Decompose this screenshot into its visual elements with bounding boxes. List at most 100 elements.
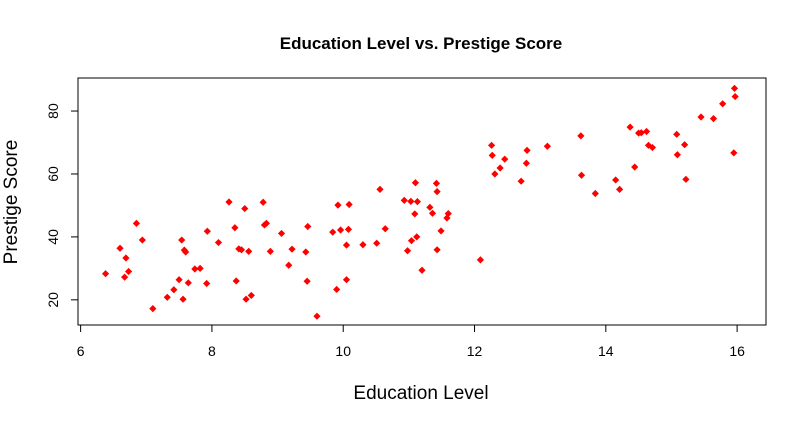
data-point (403, 247, 412, 255)
data-point (522, 159, 530, 167)
x-tick-label: 14 (598, 343, 614, 359)
data-point (648, 143, 657, 152)
data-point (407, 237, 416, 245)
data-point (237, 246, 246, 254)
data-point (443, 214, 451, 222)
data-point (577, 171, 586, 179)
data-point (731, 92, 739, 101)
data-point (682, 175, 690, 183)
data-point (487, 141, 496, 149)
y-axis-label: Prestige Score (1, 140, 22, 265)
data-point (433, 187, 441, 196)
data-point (138, 236, 146, 244)
data-point (709, 114, 718, 123)
y-tick-label: 20 (45, 292, 61, 308)
data-point (488, 151, 496, 160)
data-point (612, 176, 620, 184)
data-point (631, 163, 639, 171)
data-point (170, 286, 178, 294)
x-axis: 6 8 10 12 14 16 (77, 324, 745, 359)
data-point (241, 204, 249, 213)
data-point (288, 245, 296, 253)
data-point (175, 276, 183, 284)
data-point (336, 226, 345, 234)
y-tick-label: 80 (45, 103, 61, 119)
data-point (577, 132, 585, 140)
data-point (132, 219, 141, 227)
data-point (680, 141, 689, 149)
data-point (231, 224, 239, 232)
data-point (407, 197, 415, 205)
data-point (517, 177, 525, 185)
data-point (616, 185, 624, 193)
data-point (191, 265, 199, 273)
data-point (376, 185, 384, 193)
data-point (428, 209, 437, 217)
data-point (242, 295, 250, 303)
y-tick-label: 60 (45, 166, 61, 182)
data-point (203, 279, 211, 288)
data-point (344, 225, 353, 233)
y-tick-label: 40 (45, 229, 61, 245)
data-point (247, 291, 255, 300)
data-point (245, 247, 253, 255)
data-point (697, 113, 705, 121)
data-point (259, 198, 267, 206)
data-point (413, 233, 421, 241)
data-point (644, 141, 653, 149)
plot-frame (77, 77, 767, 326)
data-point (184, 279, 192, 287)
data-point (116, 244, 124, 252)
data-point (178, 236, 186, 244)
data-point (303, 277, 311, 285)
data-point (411, 210, 419, 218)
data-point (491, 170, 499, 178)
data-point (262, 219, 271, 227)
data-point (333, 285, 341, 294)
data-point (642, 127, 651, 136)
data-point (163, 293, 171, 301)
data-point (214, 238, 223, 247)
data-point (232, 277, 240, 285)
data-point (381, 225, 389, 233)
data-point (285, 261, 293, 269)
data-point (496, 164, 504, 172)
data-point (476, 256, 485, 264)
data-point (433, 246, 441, 254)
data-point (543, 142, 551, 150)
data-point (342, 241, 351, 249)
data-point (304, 222, 312, 231)
data-point (637, 129, 645, 137)
x-tick-label: 8 (208, 343, 216, 359)
data-point (626, 123, 634, 131)
data-point (437, 227, 445, 235)
data-point (342, 276, 351, 284)
x-axis-label: Education Level (353, 383, 488, 404)
x-tick-label: 12 (467, 343, 483, 359)
data-point (400, 196, 408, 204)
data-point (673, 130, 681, 138)
data-point (277, 229, 286, 238)
data-point (196, 264, 204, 272)
x-tick-label: 10 (335, 343, 351, 359)
data-point (730, 84, 739, 92)
data-point (313, 312, 321, 320)
data-point (411, 179, 420, 187)
data-point (266, 247, 274, 255)
data-point (591, 189, 599, 198)
data-point (124, 267, 133, 276)
data-point (359, 241, 367, 249)
data-point (432, 179, 441, 188)
data-point (373, 239, 381, 247)
x-tick-label: 6 (77, 343, 85, 359)
data-point (203, 227, 211, 235)
x-tick-label: 16 (729, 343, 745, 359)
data-point (302, 248, 310, 256)
data-point (501, 155, 509, 163)
data-point (149, 305, 157, 313)
data-point (182, 248, 190, 256)
data-point (523, 146, 531, 154)
data-point (444, 210, 452, 218)
data-point (418, 266, 426, 274)
